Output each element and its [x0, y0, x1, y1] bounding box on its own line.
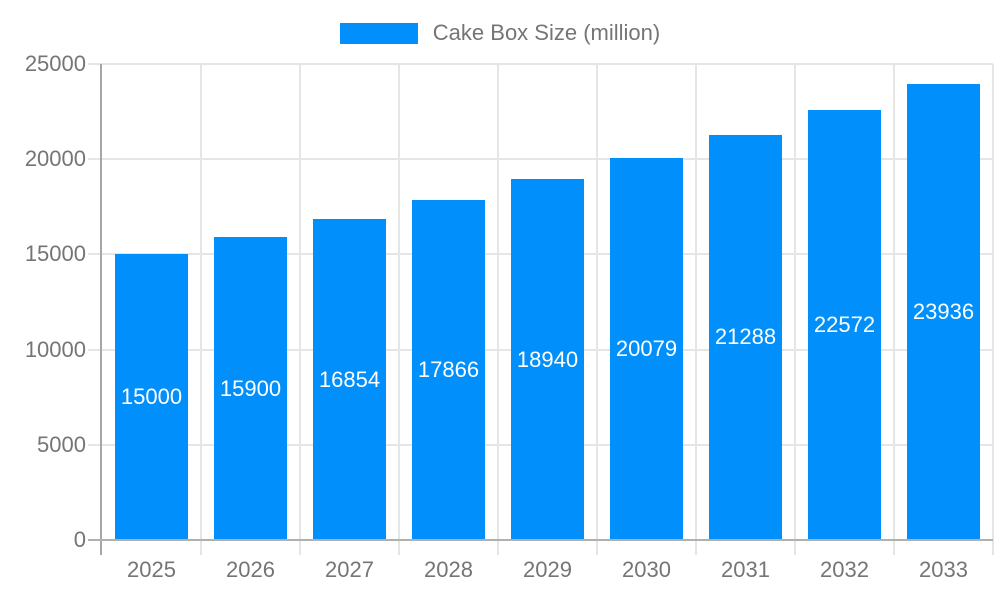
gridline-vertical	[398, 64, 400, 555]
y-axis-tick-label: 10000	[24, 336, 86, 362]
x-axis-tick-label: 2031	[721, 557, 770, 582]
bar-value-label: 20079	[615, 335, 678, 361]
bar-value-label: 23936	[912, 299, 975, 325]
legend-marker	[339, 22, 418, 44]
bar-2026[interactable]: 15900	[214, 237, 287, 540]
bar-value-label: 18940	[516, 346, 579, 372]
bar-2029[interactable]: 18940	[511, 179, 584, 540]
bar-value-label: 17866	[417, 356, 480, 382]
bar-2031[interactable]: 21288	[709, 134, 782, 540]
bar-2030[interactable]: 20079	[610, 157, 683, 540]
bar-2032[interactable]: 22572	[808, 110, 881, 540]
gridline-vertical	[695, 64, 697, 555]
gridline-vertical	[794, 64, 796, 555]
bar-2033[interactable]: 23936	[907, 84, 980, 540]
gridline-vertical	[497, 64, 499, 555]
x-axis-tick-label: 2028	[424, 557, 473, 582]
y-axis-tick-label: 0	[73, 527, 86, 552]
bar-2028[interactable]: 17866	[412, 199, 485, 540]
legend-item[interactable]: Cake Box Size (million)	[0, 14, 1000, 52]
bar-value-label: 15900	[219, 375, 282, 401]
legend-label: Cake Box Size (million)	[432, 20, 661, 45]
gridline-vertical	[200, 64, 202, 555]
gridline-vertical	[992, 64, 994, 555]
x-axis-tick-label: 2029	[523, 557, 572, 582]
bar-value-label: 15000	[120, 384, 183, 410]
bar-value-label: 16854	[318, 366, 381, 392]
x-axis-tick-label: 2025	[127, 557, 176, 582]
y-axis-tick-label: 5000	[37, 431, 86, 457]
x-axis-tick-label: 2026	[226, 557, 275, 582]
y-axis-tick-label: 25000	[24, 51, 86, 76]
bar-2025[interactable]: 15000	[115, 254, 188, 540]
y-axis-tick-label: 15000	[24, 241, 86, 267]
x-axis-tick-label: 2027	[325, 557, 374, 582]
y-axis-line	[100, 64, 102, 555]
bar-value-label: 22572	[813, 312, 876, 338]
bar-2027[interactable]: 16854	[313, 219, 386, 540]
gridline-horizontal	[88, 63, 993, 65]
y-axis-tick-label: 20000	[24, 146, 86, 172]
gridline-vertical	[299, 64, 301, 555]
x-axis-tick-label: 2033	[919, 557, 968, 582]
x-axis-line	[88, 539, 993, 541]
gridline-vertical	[893, 64, 895, 555]
gridline-vertical	[596, 64, 598, 555]
x-axis-tick-label: 2030	[622, 557, 671, 582]
x-axis-tick-label: 2032	[820, 557, 869, 582]
bar-value-label: 21288	[714, 324, 777, 350]
gridline-horizontal	[88, 158, 993, 161]
